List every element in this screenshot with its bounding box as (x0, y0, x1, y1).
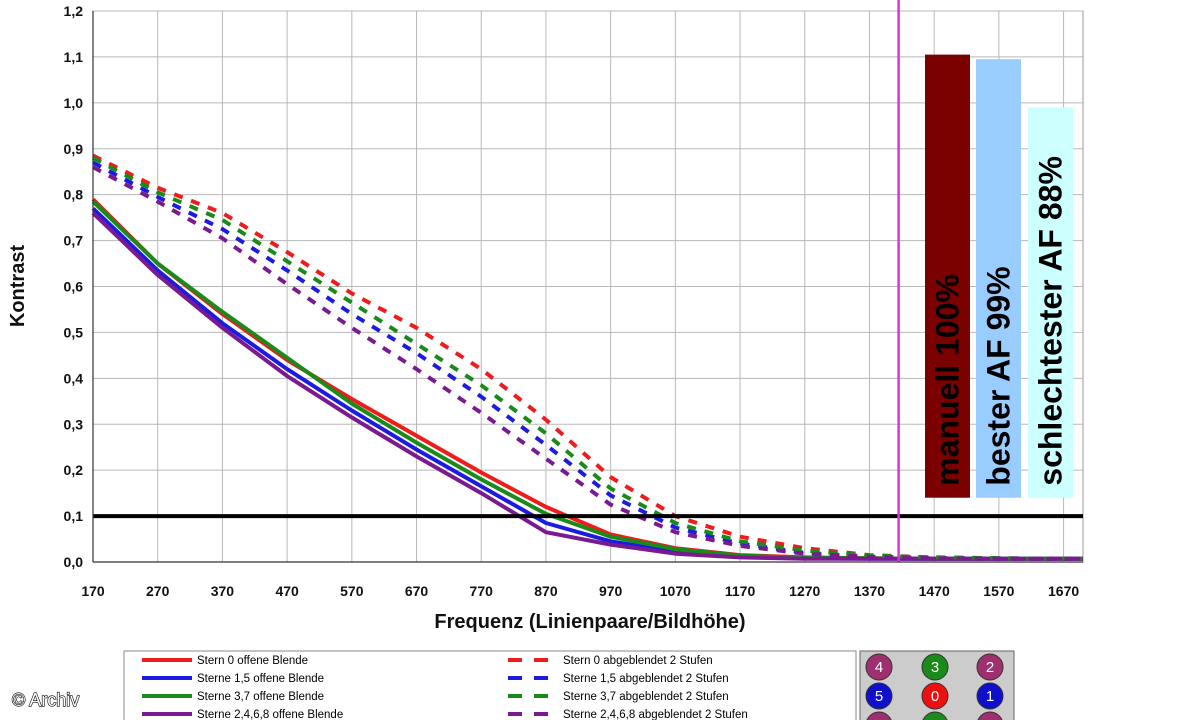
bar (925, 54, 970, 498)
bars: manuell 100% bester AF 99% schlechtester A… (925, 54, 1073, 498)
y-tick-label: 0,2 (64, 462, 84, 478)
x-tick-label: 1670 (1048, 583, 1079, 599)
star-marker (866, 711, 892, 720)
x-tick-label: 1270 (789, 583, 820, 599)
star-marker (921, 682, 949, 710)
legend-label: Sterne 1,5 offene Blende (197, 673, 324, 685)
legend-label: Sterne 3,7 offene Blende (197, 691, 324, 703)
y-tick-label: 0,1 (64, 508, 84, 524)
y-tick-label: 0,7 (64, 233, 84, 249)
bar-label: bester AF 99% (981, 266, 1017, 485)
star-marker (865, 653, 893, 681)
series-line (92, 156, 1084, 561)
legend-label: Sterne 2,4,6,8 offene Blende (197, 709, 343, 720)
watermark: © Archiv (12, 690, 79, 710)
bar (1028, 107, 1073, 498)
star-marker (865, 682, 893, 710)
legend-label: Stern 0 offene Blende (197, 655, 308, 667)
y-tick-label: 0,0 (64, 554, 84, 570)
bar-label: manuell 100% (930, 274, 966, 486)
y-tick-label: 1,1 (64, 49, 84, 65)
y-tick-label: 0,4 (64, 370, 84, 386)
legend: Stern 0 offene Blende Sterne 1,5 offene B… (123, 650, 857, 720)
star-position-grid: 4 3 2 5 0 1 (859, 650, 1015, 720)
legend-box (123, 650, 857, 720)
x-tick-label: 1470 (919, 583, 950, 599)
star-marker (976, 682, 1004, 710)
star-number: 4 (875, 659, 883, 676)
x-tick-label: 970 (599, 583, 623, 599)
y-tick-label: 1,2 (64, 3, 84, 19)
legend-label: Sterne 2,4,6,8 abgeblendet 2 Stufen (563, 709, 748, 720)
y-tick-label: 0,8 (64, 187, 84, 203)
star-number: 3 (931, 659, 939, 676)
legend-label: Sterne 1,5 abgeblendet 2 Stufen (563, 673, 729, 685)
star-number: 2 (986, 659, 994, 676)
y-tick-label: 0,9 (64, 141, 84, 157)
axes: 170 270 370 470 570 670 770 870 970 1070 1170 1270 1… (64, 3, 1083, 599)
x-tick-label: 570 (340, 583, 364, 599)
x-axis-title: Frequenz (Linienpaare/Bildhöhe) (434, 611, 745, 633)
x-tick-label: 170 (81, 583, 105, 599)
series-lines (91, 153, 1084, 561)
star-marker (977, 711, 1003, 720)
star-number: 0 (931, 688, 939, 705)
star-marker (922, 711, 948, 720)
reference-lines (93, 0, 1083, 562)
bar-label: schlechtester AF 88% (1033, 156, 1069, 486)
x-tick-label: 870 (534, 583, 558, 599)
y-tick-label: 0,3 (64, 416, 84, 432)
x-tick-label: 1370 (854, 583, 885, 599)
bar (976, 59, 1021, 498)
y-tick-label: 1,0 (64, 95, 84, 111)
x-tick-label: 270 (146, 583, 170, 599)
legend-label: Sterne 3,7 abgeblendet 2 Stufen (563, 691, 729, 703)
x-tick-label: 770 (470, 583, 494, 599)
x-tick-label: 1170 (725, 583, 756, 599)
legend-label: Stern 0 abgeblendet 2 Stufen (563, 655, 713, 667)
series-line (92, 165, 1083, 561)
y-axis-title: Kontrast (7, 245, 29, 328)
star-number: 5 (875, 688, 883, 705)
x-tick-label: 370 (211, 583, 235, 599)
x-tick-label: 470 (275, 583, 299, 599)
x-tick-label: 1570 (983, 583, 1014, 599)
x-tick-label: 1070 (660, 583, 691, 599)
star-marker (976, 653, 1004, 681)
x-tick-label: 670 (405, 583, 429, 599)
y-tick-label: 0,5 (64, 324, 84, 340)
star-number: 1 (986, 688, 994, 705)
grid (92, 10, 1084, 563)
star-marker (921, 653, 949, 681)
y-tick-label: 0,6 (64, 279, 84, 295)
